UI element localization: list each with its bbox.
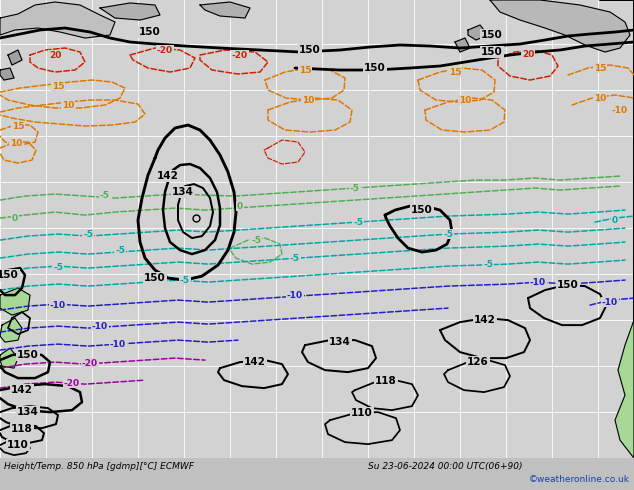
Text: 140W: 140W: [265, 464, 287, 473]
Text: 10: 10: [459, 96, 471, 104]
Text: 160W: 160W: [173, 464, 195, 473]
Text: 20: 20: [522, 49, 534, 58]
Text: 0: 0: [12, 214, 18, 222]
Text: 110W: 110W: [403, 464, 425, 473]
Text: 15: 15: [449, 68, 462, 76]
Text: 150: 150: [411, 205, 433, 215]
Text: 130W: 130W: [311, 464, 333, 473]
Text: 10: 10: [10, 139, 22, 147]
Text: 0: 0: [237, 201, 243, 211]
Text: 150: 150: [144, 273, 166, 283]
Text: 90W: 90W: [498, 464, 515, 473]
Text: 160E: 160E: [0, 464, 10, 473]
Text: 180: 180: [85, 464, 99, 473]
Text: 15: 15: [12, 122, 24, 130]
Text: -5: -5: [100, 191, 110, 199]
Text: 110: 110: [351, 408, 373, 418]
Polygon shape: [8, 50, 22, 65]
Text: 134: 134: [172, 187, 194, 197]
Polygon shape: [600, 0, 634, 458]
Text: 150: 150: [0, 270, 19, 280]
Text: 150: 150: [17, 350, 39, 360]
Text: 120W: 120W: [357, 464, 379, 473]
Text: 134: 134: [329, 337, 351, 347]
Polygon shape: [0, 348, 18, 368]
Text: 134: 134: [17, 407, 39, 417]
Text: 10: 10: [61, 100, 74, 110]
Text: -10: -10: [612, 105, 628, 115]
Text: -20: -20: [82, 359, 98, 368]
Text: 126: 126: [467, 357, 489, 367]
Polygon shape: [0, 68, 14, 80]
Text: 142: 142: [244, 357, 266, 367]
Text: 150: 150: [557, 280, 579, 290]
Text: -10: -10: [530, 278, 546, 287]
Text: 150: 150: [481, 47, 503, 57]
Text: 20: 20: [49, 50, 61, 59]
Text: -20: -20: [157, 46, 173, 54]
Text: 150W: 150W: [219, 464, 241, 473]
Text: -5: -5: [443, 230, 453, 239]
Text: -5: -5: [115, 245, 125, 255]
Text: 150: 150: [299, 45, 321, 55]
Text: 170E: 170E: [36, 464, 56, 473]
Text: Height/Temp. 850 hPa [gdmp][°C] ECMWF: Height/Temp. 850 hPa [gdmp][°C] ECMWF: [4, 462, 194, 471]
Text: 10: 10: [594, 94, 606, 102]
Text: -10: -10: [287, 291, 303, 299]
Polygon shape: [0, 2, 115, 38]
Text: 150: 150: [364, 63, 386, 73]
Text: 142: 142: [474, 315, 496, 325]
Text: -20: -20: [64, 379, 80, 388]
Text: -10: -10: [602, 297, 618, 307]
Text: 110: 110: [7, 440, 29, 450]
Text: 80W: 80W: [543, 464, 560, 473]
Text: -10: -10: [110, 340, 126, 348]
Text: -5: -5: [350, 184, 360, 193]
Text: 15: 15: [594, 64, 606, 73]
Text: 100W: 100W: [449, 464, 471, 473]
Polygon shape: [0, 318, 22, 342]
Text: -5: -5: [180, 275, 190, 285]
Text: -10: -10: [50, 300, 66, 310]
Text: 118: 118: [11, 424, 33, 434]
Text: -5: -5: [53, 263, 63, 271]
Polygon shape: [468, 25, 488, 40]
Text: 10: 10: [302, 96, 314, 104]
Text: ©weatheronline.co.uk: ©weatheronline.co.uk: [529, 475, 630, 484]
Text: -5: -5: [483, 260, 493, 269]
Polygon shape: [100, 3, 160, 20]
Text: 15: 15: [299, 66, 311, 74]
Text: 142: 142: [157, 171, 179, 181]
Text: -20: -20: [232, 50, 248, 59]
Polygon shape: [490, 0, 630, 52]
Text: 118: 118: [375, 376, 397, 386]
Text: 15: 15: [52, 81, 64, 91]
Text: -10: -10: [92, 321, 108, 331]
Text: Su 23-06-2024 00:00 UTC(06+90): Su 23-06-2024 00:00 UTC(06+90): [368, 462, 522, 471]
Polygon shape: [455, 38, 470, 52]
Text: 150: 150: [139, 27, 161, 37]
Text: -5: -5: [83, 230, 93, 239]
Text: -5: -5: [290, 254, 300, 263]
Text: 0: 0: [612, 216, 618, 224]
Polygon shape: [0, 288, 30, 315]
Text: 142: 142: [11, 385, 33, 395]
Text: 150: 150: [481, 30, 503, 40]
Text: -5: -5: [353, 218, 363, 226]
Text: 170W: 170W: [127, 464, 149, 473]
Text: -5: -5: [251, 236, 261, 245]
Polygon shape: [200, 2, 250, 18]
